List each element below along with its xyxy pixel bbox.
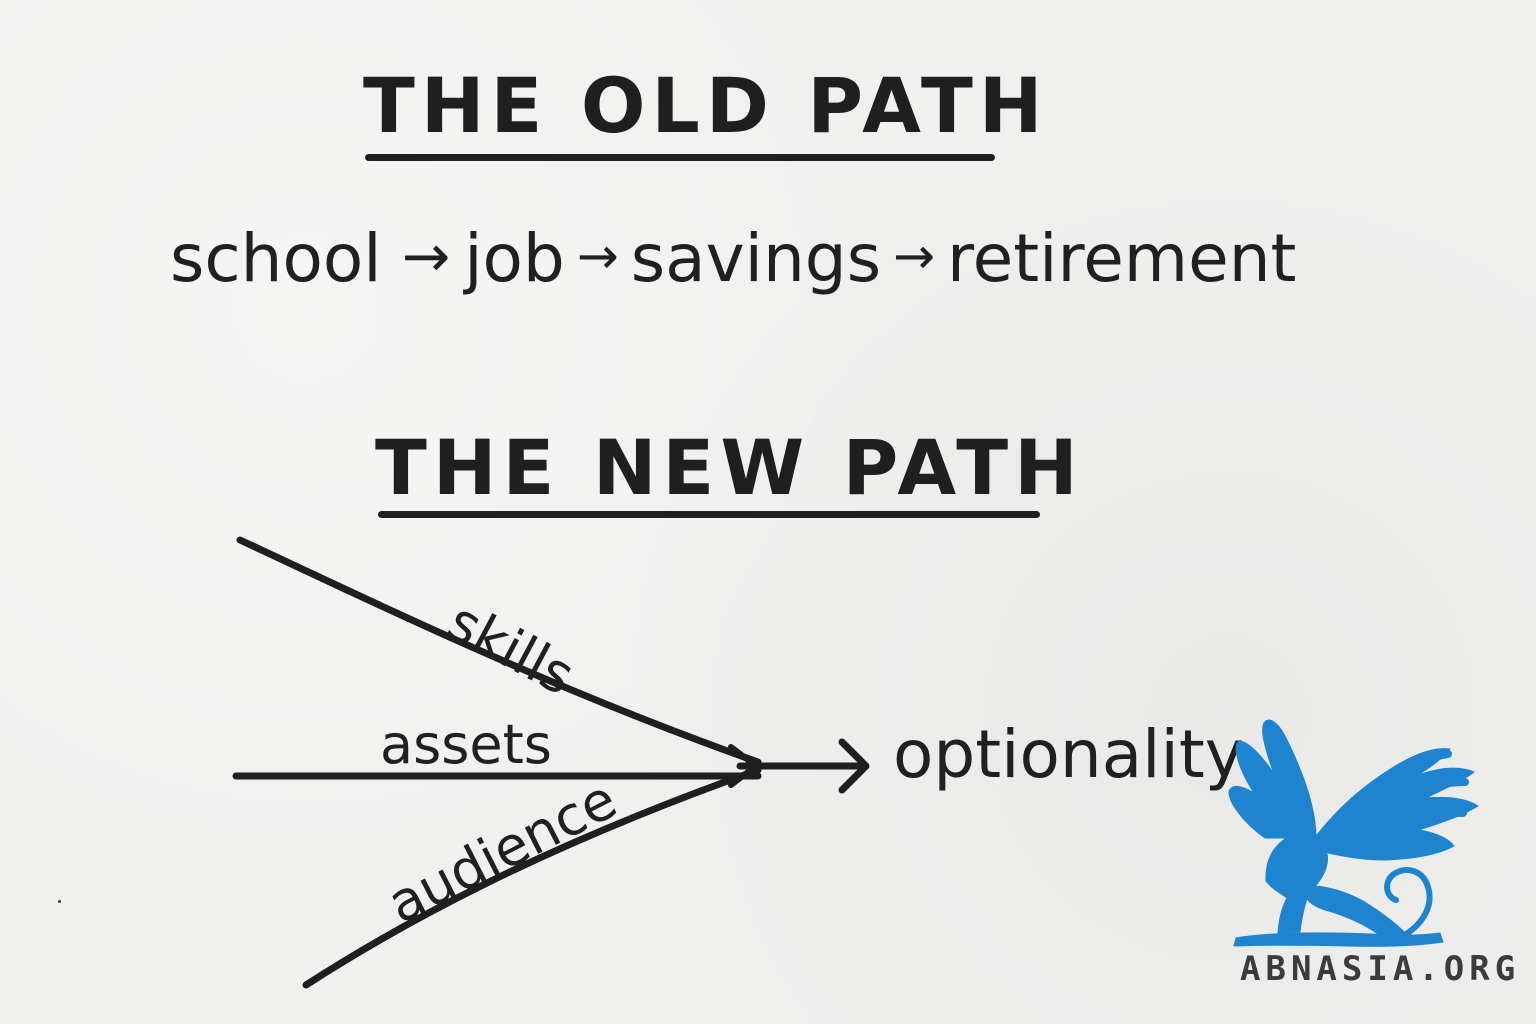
site-name: ABNASIA.ORG	[1240, 949, 1521, 989]
griffin-icon	[1228, 719, 1479, 947]
new-path-heading: THE NEW PATH	[375, 423, 1084, 512]
branch-line-audience	[302, 766, 762, 989]
old-step-job: job	[464, 220, 565, 297]
old-step-savings: savings	[630, 220, 882, 297]
old-arrow-1: →	[401, 222, 451, 290]
branch-label-assets: assets	[380, 713, 552, 776]
old-step-school: school	[170, 220, 382, 297]
logo: ABNASIA.ORG	[1208, 710, 1528, 1010]
outcome-arrowhead	[838, 738, 870, 794]
outcome-label: optionality	[893, 716, 1244, 793]
old-arrow-2: →	[576, 227, 619, 285]
old-step-retirement: retirement	[947, 220, 1297, 297]
merge-arrowhead-small	[728, 744, 759, 788]
paper-speck	[58, 900, 61, 903]
old-path-flow: school → job → savings → retirement	[170, 226, 1296, 292]
old-path-heading: THE OLD PATH	[363, 61, 1049, 150]
old-arrow-3: →	[893, 227, 935, 285]
branch-line-skills	[236, 536, 762, 766]
old-path-underline	[365, 154, 995, 161]
new-path-underline	[378, 511, 1040, 518]
